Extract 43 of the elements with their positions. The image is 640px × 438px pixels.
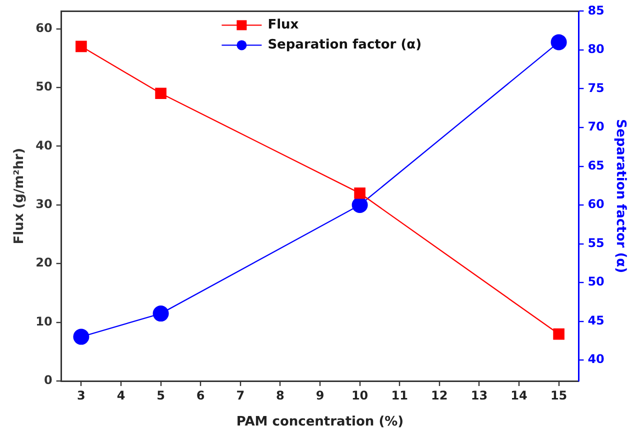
- y2-axis-title: Separation factor (α): [612, 119, 628, 274]
- x-tick-label: 12: [431, 388, 448, 402]
- y-tick-label: 10: [36, 314, 52, 328]
- x-tick-label: 11: [391, 388, 408, 402]
- y2-tick-label: 55: [588, 236, 604, 250]
- legend-label: Separation factor (α): [268, 38, 422, 53]
- y-tick-label: 40: [36, 138, 52, 152]
- point: [550, 34, 567, 50]
- point: [152, 306, 169, 322]
- y-tick-label: 60: [36, 20, 52, 35]
- y-tick-label: 30: [36, 197, 52, 212]
- x-tick-label: 7: [236, 388, 245, 402]
- x-tick-label: 9: [316, 388, 324, 402]
- y2-tick-label: 70: [588, 120, 604, 134]
- point: [155, 88, 166, 100]
- legend-label: Flux: [268, 18, 300, 33]
- point: [354, 188, 366, 199]
- x-tick-label: 10: [351, 388, 368, 402]
- x-tick-label: 4: [116, 388, 126, 402]
- y2-tick-label: 65: [588, 158, 604, 172]
- x-tick-label: 14: [510, 388, 528, 402]
- y-tick-label: 0: [44, 373, 52, 388]
- y2-tick-label: 60: [588, 197, 604, 212]
- point: [352, 197, 368, 214]
- y2-tick-label: 85: [588, 3, 604, 18]
- x-tick-label: 3: [77, 388, 86, 402]
- x-tick-label: 13: [470, 388, 488, 402]
- y2-tick-label: 50: [588, 274, 604, 289]
- x-tick-label: 15: [550, 388, 568, 402]
- y2-tick-label: 40: [588, 352, 604, 366]
- x-tick-label: 8: [276, 388, 284, 402]
- point: [553, 328, 564, 340]
- point: [73, 328, 90, 345]
- x-tick-label: 5: [156, 388, 165, 402]
- y2-tick-label: 45: [588, 313, 604, 328]
- y-axis-title: Flux (g/m²hr): [12, 148, 28, 244]
- point: [76, 40, 87, 52]
- x-tick-label: 6: [196, 388, 205, 402]
- y-tick-label: 20: [36, 256, 52, 270]
- y2-tick-label: 80: [588, 42, 604, 56]
- y2-tick-label: 75: [588, 80, 604, 95]
- y-tick-label: 50: [36, 80, 52, 94]
- x-axis-title: PAM concentration (%): [236, 414, 404, 430]
